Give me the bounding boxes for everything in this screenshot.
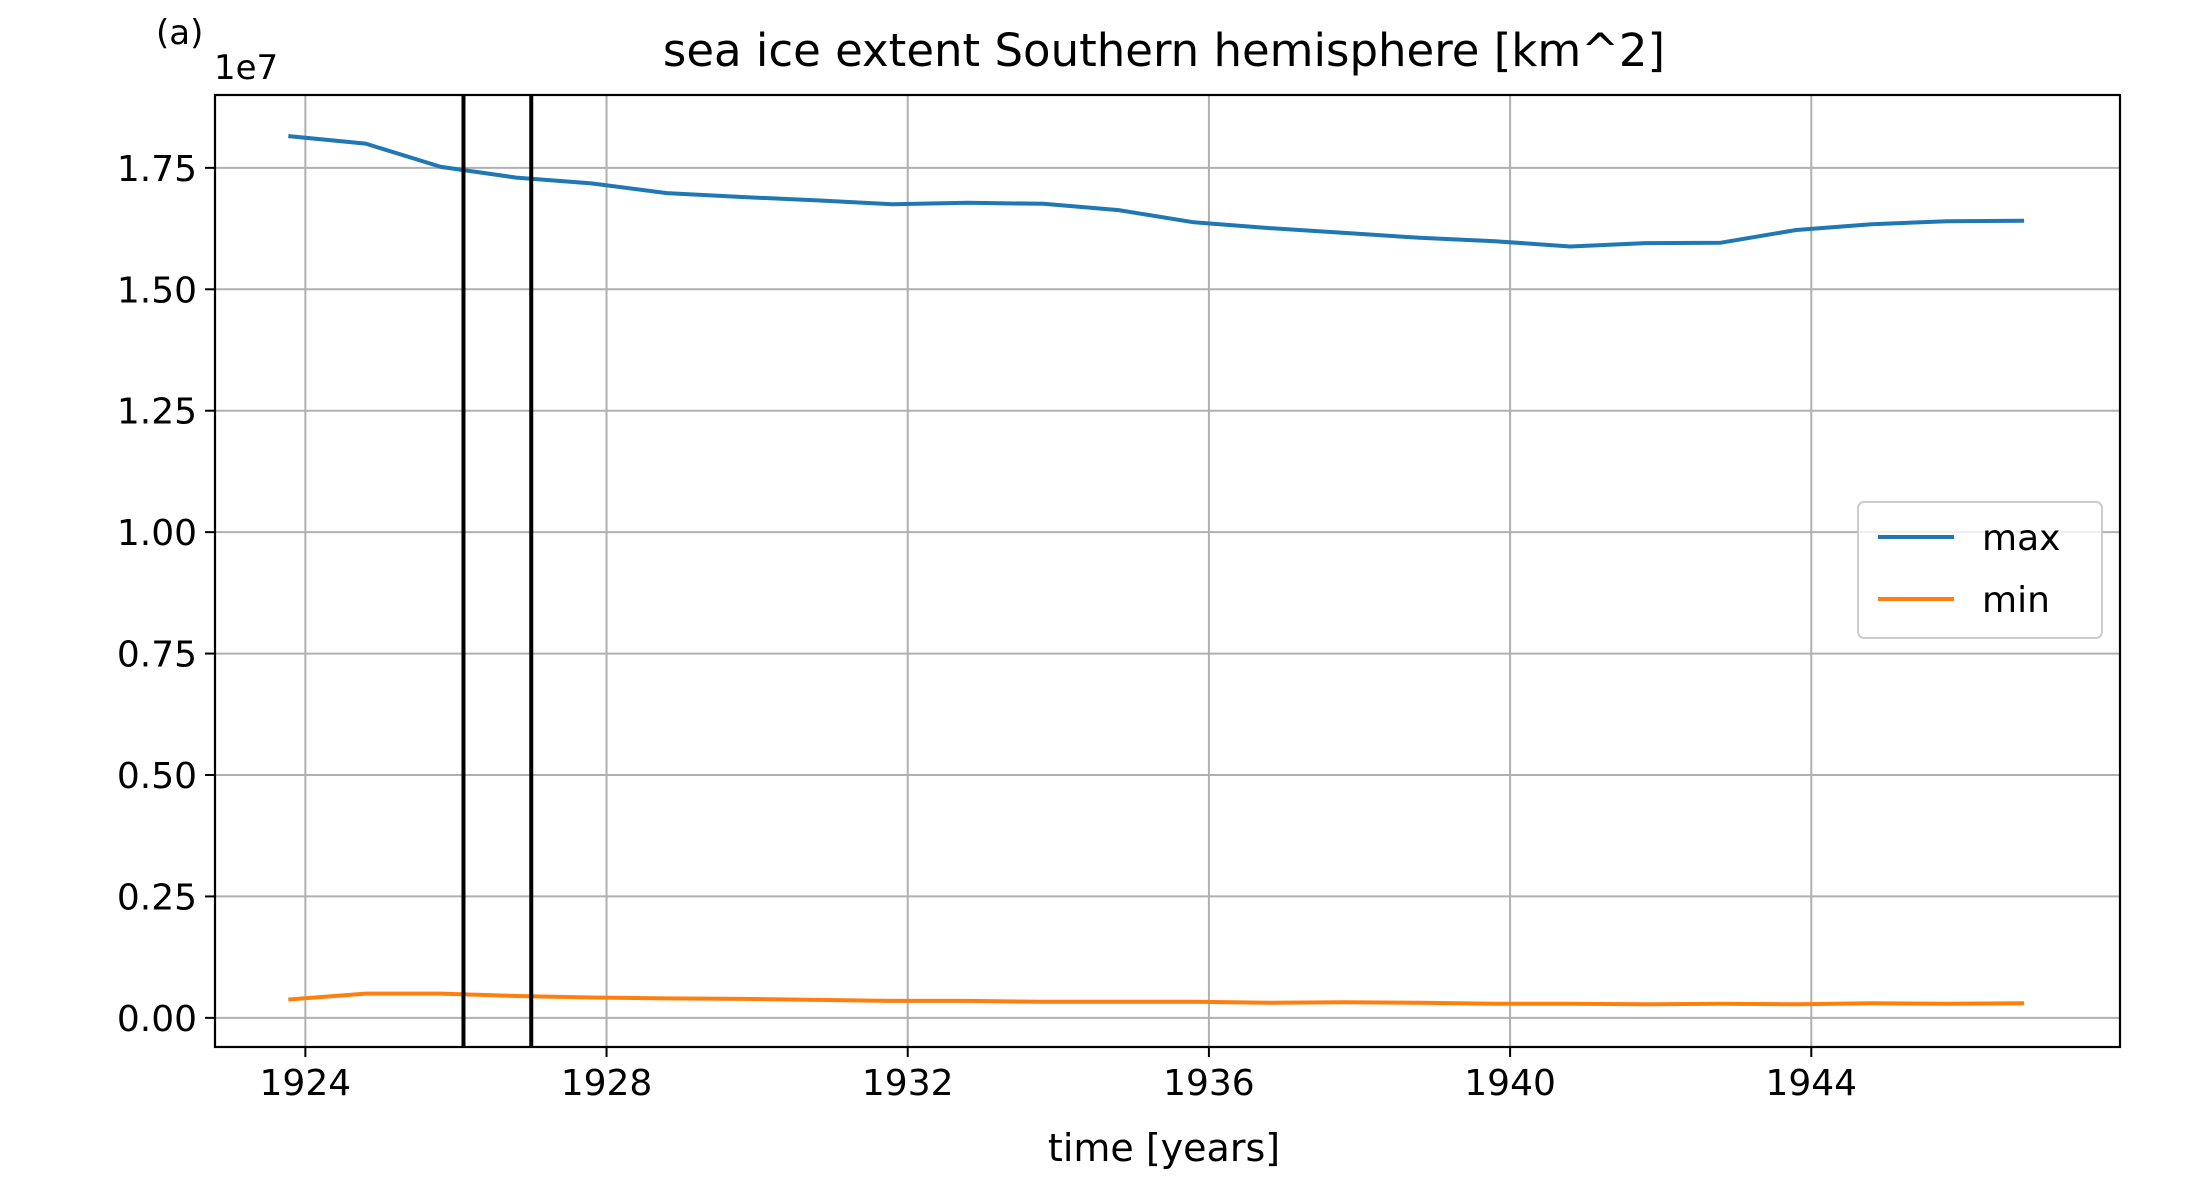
y-tick-label: 1.25	[117, 392, 197, 433]
x-tick-label: 1944	[1765, 1063, 1857, 1104]
y-tick-label: 0.25	[117, 877, 197, 918]
legend-label-max: max	[1982, 518, 2060, 559]
y-tick-label: 0.00	[117, 999, 197, 1040]
x-tick-label: 1936	[1163, 1063, 1255, 1104]
legend: max min	[1857, 501, 2103, 639]
y-offset-label: 1e7	[214, 48, 278, 88]
y-tick-label: 1.00	[117, 513, 197, 554]
x-tick-label: 1924	[260, 1063, 352, 1104]
series-line-max	[288, 134, 2025, 249]
series-lines	[288, 134, 2025, 1007]
y-tick-label: 0.50	[117, 756, 197, 797]
x-axis-label: time [years]	[1048, 1126, 1280, 1170]
x-tick-label: 1940	[1464, 1063, 1556, 1104]
x-tick-label: 1932	[862, 1063, 954, 1104]
legend-label-min: min	[1982, 580, 2050, 621]
legend-box	[1857, 501, 2103, 639]
y-tick-label: 0.75	[117, 635, 197, 676]
y-tick-label: 1.50	[117, 270, 197, 311]
panel-label: (a)	[156, 13, 203, 53]
x-tick-label: 1928	[561, 1063, 653, 1104]
plot-frame	[213, 93, 2122, 1049]
y-tick-label: 1.75	[117, 149, 197, 190]
vertical-marker-lines	[461, 95, 534, 1047]
series-line-min	[288, 991, 2025, 1007]
chart-title: sea ice extent Southern hemisphere [km^2…	[663, 24, 1665, 77]
axis-ticks: 1924 1928 1932 1936 1940 1944 0.00 0.25 0.50 0.75…	[117, 149, 1857, 1104]
